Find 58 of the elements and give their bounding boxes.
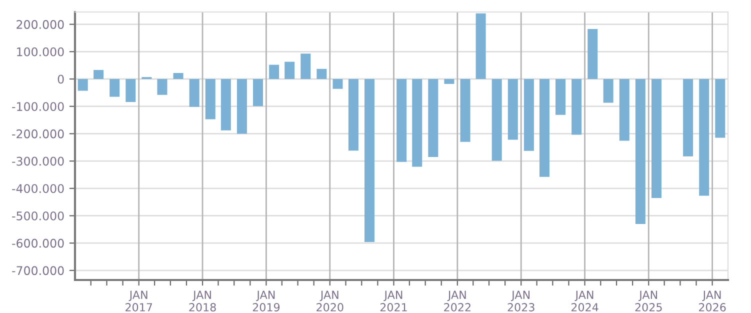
bar xyxy=(428,79,438,157)
bar xyxy=(300,54,311,79)
bar xyxy=(189,79,200,107)
bar xyxy=(444,79,454,84)
bar xyxy=(78,79,88,91)
y-tick-label: 200.000 xyxy=(16,20,64,29)
bar xyxy=(683,79,694,156)
bar xyxy=(412,79,422,167)
bar xyxy=(220,79,231,130)
bar xyxy=(110,79,120,97)
bar xyxy=(364,79,374,242)
bar xyxy=(603,79,614,103)
y-tick-label: -100.000 xyxy=(12,102,64,111)
bar xyxy=(396,79,407,162)
bar xyxy=(476,13,486,79)
x-tick-label: JAN 2026 xyxy=(698,290,726,312)
x-tick-label: JAN 2019 xyxy=(252,290,280,312)
bar xyxy=(508,79,518,140)
bar xyxy=(556,79,566,115)
bar xyxy=(588,28,598,79)
y-tick-label: -600.000 xyxy=(12,238,64,248)
y-tick-label: -700.000 xyxy=(12,266,64,276)
bar xyxy=(460,79,470,142)
bar xyxy=(619,79,630,141)
bar xyxy=(651,79,662,198)
x-tick-label: JAN 2020 xyxy=(316,290,344,312)
bar xyxy=(492,79,502,161)
x-tick-label: JAN 2018 xyxy=(189,290,216,312)
y-tick-label: -200.000 xyxy=(12,129,64,138)
y-tick-label: 0 xyxy=(58,74,64,84)
x-tick-label: JAN 2022 xyxy=(444,290,470,312)
bar xyxy=(635,79,646,224)
bar xyxy=(94,70,104,79)
bar xyxy=(284,62,295,79)
x-tick-label: JAN 2024 xyxy=(571,290,598,312)
bar xyxy=(348,79,358,151)
bar xyxy=(253,79,264,106)
y-tick-label: -300.000 xyxy=(12,156,64,166)
bar xyxy=(316,68,327,79)
bar xyxy=(269,64,280,79)
x-tick-label: JAN 2023 xyxy=(508,290,534,312)
bar xyxy=(173,72,184,79)
bar xyxy=(699,79,710,196)
bar xyxy=(539,79,550,177)
bar xyxy=(332,79,343,89)
y-tick-label: -400.000 xyxy=(12,184,64,194)
x-tick-label: JAN 2021 xyxy=(380,290,407,312)
bar xyxy=(126,79,136,102)
y-tick-label: -500.000 xyxy=(12,211,64,220)
y-tick-label: 100.000 xyxy=(17,47,64,56)
bar xyxy=(205,79,216,120)
bar xyxy=(715,79,726,138)
bar xyxy=(157,79,168,95)
x-tick-label: JAN 2025 xyxy=(635,290,662,312)
bar xyxy=(524,79,534,151)
bar xyxy=(236,79,247,134)
x-tick-label: JAN 2017 xyxy=(126,290,152,312)
bar xyxy=(572,79,582,135)
